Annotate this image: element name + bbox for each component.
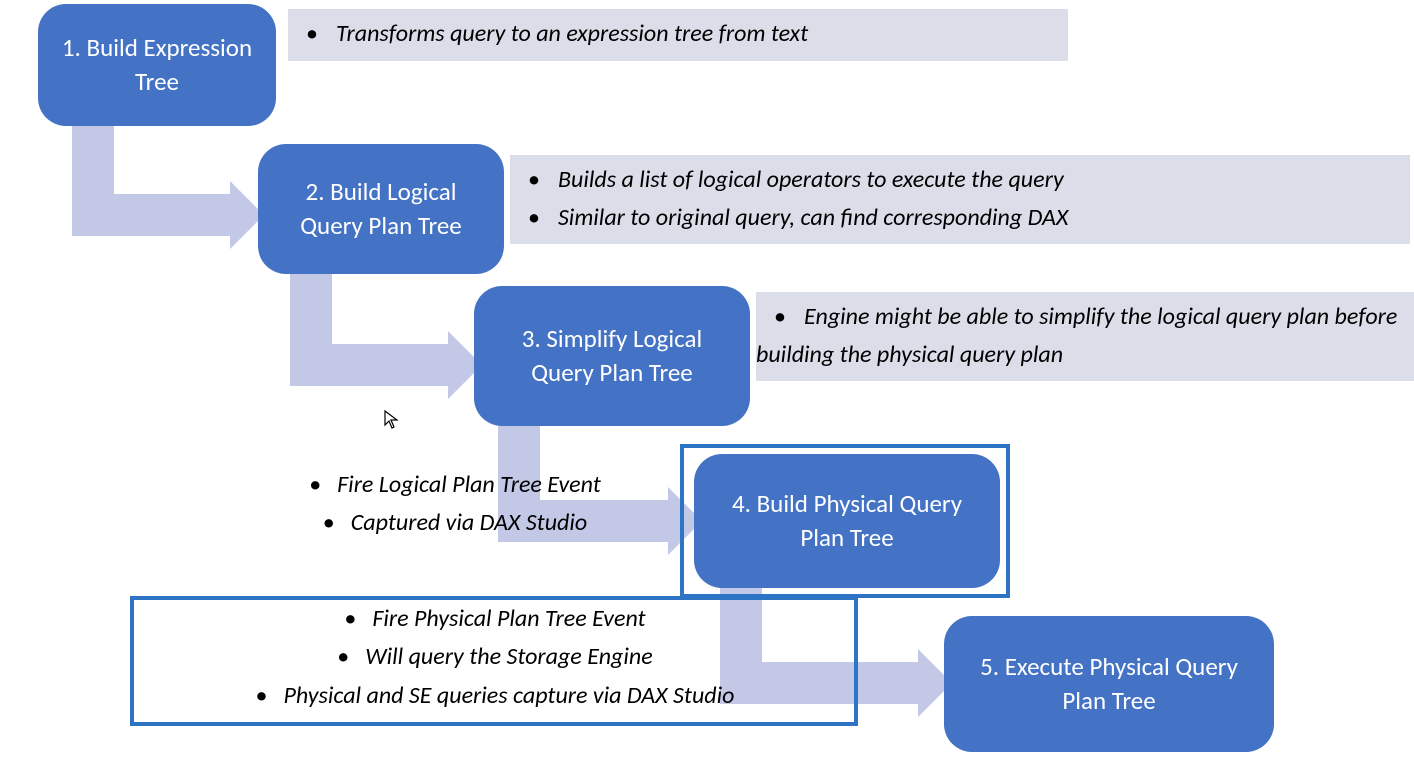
connector-2-h <box>290 344 450 386</box>
step-2-box: 2. Build Logical Query Plan Tree <box>258 144 504 274</box>
step-2-desc-item-0: Builds a list of logical operators to ex… <box>510 161 1398 199</box>
step-4-left-notes: Fire Logical Plan Tree Event Captured vi… <box>240 466 670 543</box>
cursor-icon <box>384 410 400 435</box>
step-2-desc: Builds a list of logical operators to ex… <box>510 155 1410 244</box>
step-1-desc-item-0: Transforms query to an expression tree f… <box>288 15 1056 53</box>
step-3-desc-item-0: Engine might be able to simplify the log… <box>756 298 1402 375</box>
step-5-box: 5. Execute Physical Query Plan Tree <box>944 616 1274 752</box>
step-5-label: 5. Execute Physical Query Plan Tree <box>958 650 1260 718</box>
step-1-box: 1. Build Expression Tree <box>38 4 276 126</box>
step-3-desc: Engine might be able to simplify the log… <box>756 292 1414 381</box>
step-1-desc: Transforms query to an expression tree f… <box>288 9 1068 61</box>
highlight-step-5-notes <box>130 596 858 726</box>
step-3-label: 3. Simplify Logical Query Plan Tree <box>488 322 736 390</box>
step-4-note-0: Fire Logical Plan Tree Event <box>240 466 670 504</box>
step-2-desc-item-1: Similar to original query, can find corr… <box>510 199 1398 237</box>
highlight-step-4 <box>680 444 1010 598</box>
step-1-label: 1. Build Expression Tree <box>52 31 262 99</box>
step-2-label: 2. Build Logical Query Plan Tree <box>272 175 490 243</box>
step-3-box: 3. Simplify Logical Query Plan Tree <box>474 286 750 426</box>
step-4-note-1: Captured via DAX Studio <box>240 504 670 542</box>
connector-1-h <box>72 194 232 236</box>
